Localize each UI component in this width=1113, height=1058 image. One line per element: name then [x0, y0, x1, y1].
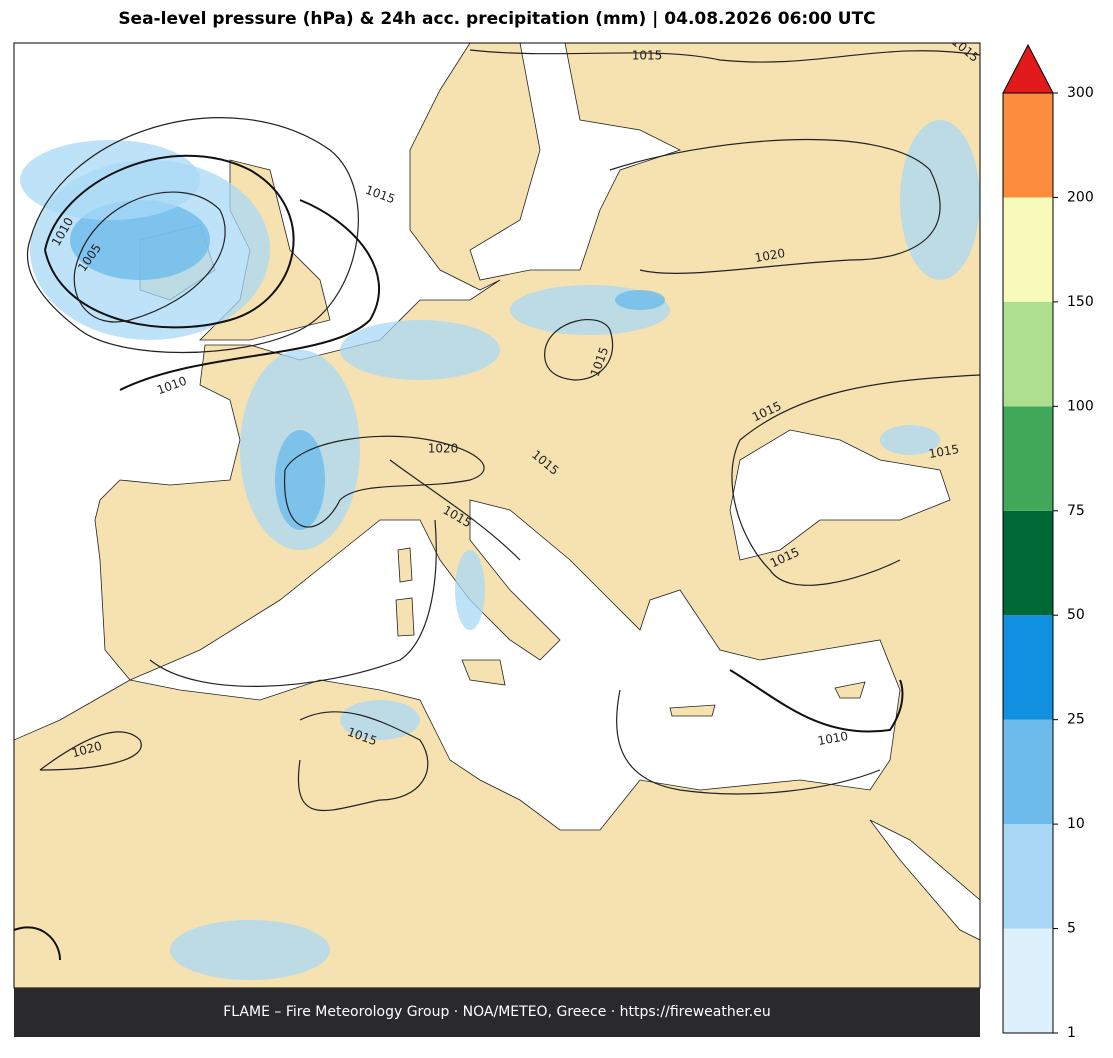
colorbar-segment [1003, 510, 1053, 616]
colorbar-tick-label: 100 [1067, 398, 1094, 414]
colorbar-segment [1003, 197, 1053, 302]
isobars [14, 49, 980, 961]
colorbar-tick-label: 75 [1067, 503, 1085, 519]
isobar-label: 1010 [817, 729, 850, 748]
footer-bar [14, 988, 980, 1037]
colorbar-tick-label: 25 [1067, 712, 1085, 728]
footer: FLAME – Fire Meteorology Group · NOA/MET… [223, 1004, 771, 1020]
colorbar-tick-label: 300 [1067, 85, 1094, 101]
colorbar-segment [1003, 406, 1053, 511]
isobar-label: 1015 [632, 49, 663, 63]
colorbar-tick-label: 150 [1067, 294, 1094, 310]
colorbar-tick-label: 200 [1067, 189, 1094, 205]
title: Sea-level pressure (hPa) & 24h acc. prec… [118, 9, 875, 29]
colorbar-segment [1003, 719, 1053, 825]
colorbar-segment [1003, 824, 1053, 929]
isobar-label: 1015 [928, 442, 961, 461]
colorbar-segment [1003, 615, 1053, 720]
colorbar-tick-label: 10 [1067, 816, 1085, 832]
isobar-label: 1020 [428, 442, 459, 456]
isobar-label: 1020 [754, 246, 787, 265]
map: 1015 1015 1010 1005 1010 1020 1015 1015 … [14, 43, 980, 988]
colorbar-segment [1003, 93, 1053, 198]
colorbar-frame [1002, 92, 1054, 1034]
colorbar-segment [1003, 301, 1053, 407]
colorbar-tick-label: 1 [1067, 1025, 1076, 1041]
colorbar-segment [1003, 928, 1053, 1033]
colorbar-extend [1002, 43, 1054, 94]
colorbar-tick-label: 50 [1067, 607, 1085, 623]
colorbar: 1 5 10 25 50 75 100 150 200 300 [1002, 43, 1094, 1041]
colorbar-tick-label: 5 [1067, 921, 1076, 937]
